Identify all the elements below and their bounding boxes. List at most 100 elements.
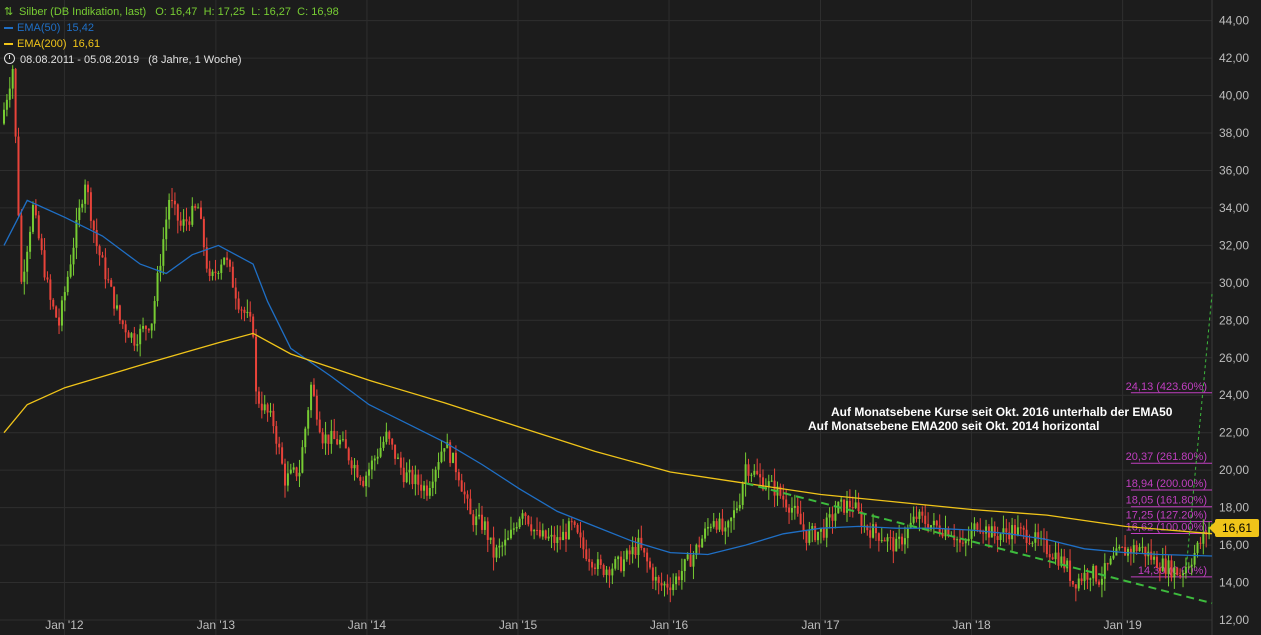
candle-body	[115, 305, 118, 309]
candle-body	[591, 561, 594, 568]
candle-body	[625, 550, 628, 560]
candle	[576, 523, 579, 535]
candle-body	[278, 443, 281, 448]
candle-body	[938, 525, 941, 533]
candle	[498, 538, 501, 559]
candle	[588, 548, 591, 571]
candle	[750, 472, 753, 483]
candle-body	[1193, 552, 1196, 565]
candle	[1167, 555, 1170, 587]
candle-body	[507, 538, 510, 540]
candle-body	[495, 547, 498, 558]
candle	[211, 269, 214, 281]
trendlines	[745, 294, 1213, 605]
candle-body	[1086, 572, 1089, 580]
candle-body	[1132, 545, 1135, 554]
candle	[880, 527, 883, 543]
candle	[657, 575, 660, 595]
candle-body	[60, 300, 63, 326]
candle	[199, 200, 202, 220]
candle-body	[101, 255, 104, 258]
candle-body	[747, 464, 750, 476]
candle-body	[848, 500, 851, 508]
candle	[614, 556, 617, 571]
candle-body	[1077, 578, 1080, 589]
candle-body	[124, 324, 127, 333]
candle	[249, 301, 252, 322]
candle-body	[356, 464, 359, 478]
candle-body	[614, 559, 617, 569]
candle-body	[819, 527, 822, 532]
candle	[666, 574, 669, 595]
candle-body	[11, 68, 14, 89]
candle-body	[1150, 551, 1153, 560]
candle	[240, 306, 243, 320]
candle-body	[3, 109, 5, 124]
candle	[617, 555, 620, 570]
candle	[405, 462, 408, 484]
candle-body	[634, 546, 637, 555]
candle	[150, 323, 153, 339]
candle-body	[211, 271, 214, 276]
candle-body	[1008, 532, 1011, 540]
candle	[234, 277, 237, 310]
candle	[1071, 580, 1074, 587]
candle-body	[1002, 528, 1005, 535]
candle	[593, 563, 596, 575]
x-tick-label: Jan '12	[45, 618, 84, 632]
legend-ema200[interactable]: EMA(200) 16,61	[4, 37, 100, 51]
candle	[501, 541, 504, 557]
candle-body	[87, 184, 90, 193]
candle	[118, 304, 121, 325]
candle-body	[324, 434, 327, 444]
candle	[1005, 518, 1008, 543]
candle-body	[289, 469, 292, 474]
candle-body	[536, 529, 539, 531]
candle	[365, 471, 368, 497]
candle	[903, 526, 906, 554]
candle-body	[23, 271, 26, 282]
candle-body	[55, 306, 58, 318]
candle	[1077, 573, 1080, 592]
candle-body	[486, 521, 489, 540]
candle-body	[1161, 558, 1164, 571]
candle	[634, 537, 637, 559]
candle-body	[339, 439, 342, 445]
candle-body	[431, 481, 434, 488]
candle	[483, 516, 486, 536]
candle-body	[469, 498, 472, 515]
candle	[402, 457, 405, 488]
candle-body	[918, 511, 921, 519]
candle-body	[1164, 558, 1167, 575]
candle	[808, 521, 811, 546]
candle	[98, 244, 101, 266]
legend-date-range[interactable]: 08.08.2011 - 05.08.2019 (8 Jahre, 1 Woch…	[4, 53, 241, 67]
legend-symbol[interactable]: ⇅ Silber (DB Indikation, last) O: 16,47 H…	[4, 5, 339, 19]
candle-body	[903, 538, 906, 545]
candle-body	[1170, 560, 1173, 578]
candle-body	[735, 508, 738, 511]
candle	[918, 509, 921, 532]
candle-body	[43, 250, 46, 278]
candle	[315, 389, 318, 426]
candle-body	[179, 220, 182, 226]
candle	[391, 437, 394, 450]
candle	[446, 433, 449, 449]
candle-body	[1037, 532, 1040, 539]
candle	[669, 577, 672, 603]
y-tick-label: 22,00	[1219, 426, 1249, 440]
candle	[654, 566, 657, 591]
legend-ema50[interactable]: EMA(50) 15,42	[4, 21, 94, 35]
candle	[747, 458, 750, 483]
candle	[843, 499, 846, 516]
candle	[1161, 547, 1164, 573]
candle	[579, 521, 582, 548]
candle-body	[866, 525, 869, 531]
candle-body	[790, 507, 793, 513]
candle	[692, 551, 695, 580]
candle-body	[17, 136, 20, 216]
candle-body	[162, 239, 165, 266]
candle-body	[460, 480, 463, 492]
candle	[973, 517, 976, 537]
